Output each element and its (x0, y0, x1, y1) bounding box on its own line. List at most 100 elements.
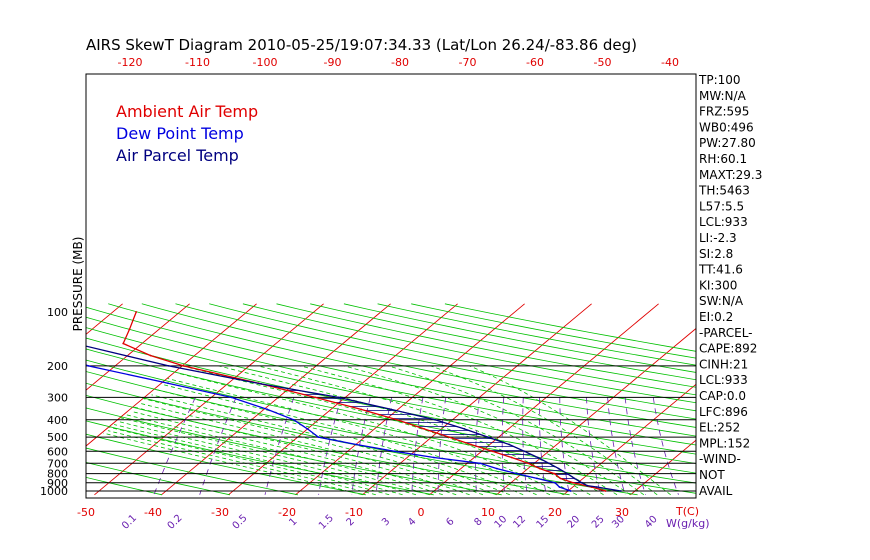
dry-adiabat-line (411, 303, 696, 359)
mixing-ratio-line (522, 397, 528, 495)
sounding-point (496, 467, 498, 470)
moist-adiabat-line (163, 384, 537, 496)
plot-area (28, 73, 697, 499)
index-entry: CAP:0.0 (699, 389, 746, 403)
index-entry: AVAIL (699, 484, 733, 498)
legend-ambient-temp: Ambient Air Temp (116, 102, 258, 121)
mixing-ratio-line (607, 397, 626, 495)
index-entry: LI:-2.3 (699, 231, 737, 245)
index-entry: EL:252 (699, 421, 740, 435)
index-entry: MW:N/A (699, 89, 747, 103)
moist-adiabat-line (178, 372, 564, 496)
index-entry: LCL:933 (699, 373, 748, 387)
pressure-tick-label: 800 (47, 468, 68, 481)
dry-adiabat-line (108, 303, 696, 428)
sounding-point (487, 436, 489, 438)
sounding-point (510, 456, 513, 459)
bottom-temp-tick-label: -50 (77, 506, 95, 519)
mixing-ratio-line (539, 397, 547, 495)
index-entry: CAPE:892 (699, 342, 757, 356)
top-temp-tick-label: -70 (459, 56, 477, 69)
mixing-ratio-label: 40 (643, 514, 660, 531)
index-entry: LCL:933 (699, 215, 748, 229)
moist-adiabat-line (119, 421, 417, 496)
w-unit-label: W(g/kg) (666, 517, 710, 530)
sounding-point (527, 462, 530, 465)
moist-adiabat-line (114, 424, 403, 496)
index-entry: MPL:152 (699, 436, 750, 450)
mixing-ratio-line (624, 397, 646, 495)
sounding-point (128, 328, 131, 331)
dry-adiabat-line (86, 407, 502, 496)
pressure-tick-label: 400 (47, 414, 68, 427)
sounding-point (292, 418, 295, 421)
mixing-ratio-line (652, 397, 679, 495)
sounding-point (566, 472, 569, 475)
index-entry: WB0:496 (699, 120, 754, 134)
mixing-ratio-label: 6 (444, 516, 456, 528)
moist-adiabat-line (167, 378, 551, 496)
sounding-point (74, 343, 76, 345)
cape-hatching (271, 386, 582, 483)
moist-adiabat-line (126, 414, 443, 496)
y-axis-label: PRESSURE (MB) (71, 237, 85, 332)
sounding-point (548, 462, 550, 465)
sounding-point (470, 443, 472, 446)
legend-dew-point: Dew Point Temp (116, 124, 244, 143)
pressure-tick-label: 300 (47, 391, 68, 404)
sounding-point (28, 328, 30, 330)
sounding-point (266, 408, 269, 411)
top-temp-tick-label: -60 (526, 56, 544, 69)
index-entry: FRZ:595 (699, 105, 749, 119)
top-temp-tick-label: -120 (118, 56, 143, 69)
index-entry: SW:N/A (699, 294, 744, 308)
sounding-point (434, 418, 436, 421)
moist-adiabat-lines (103, 365, 671, 496)
mixing-ratio-label: 25 (590, 514, 607, 531)
moist-adiabat-line (300, 365, 618, 496)
mixing-ratio-label: 3 (380, 516, 392, 528)
sounding-point (167, 365, 170, 367)
sounding-point (390, 408, 393, 411)
top-temp-tick-labels: -120 -110 -100 -90 -80 -70 -60 -50 -40 (118, 56, 679, 69)
chart-title: AIRS SkewT Diagram 2010-05-25/19:07:34.3… (86, 36, 637, 54)
dry-adiabat-line (209, 303, 696, 404)
sounding-point (396, 418, 398, 421)
moist-adiabat-line (182, 365, 578, 496)
plot-frame (85, 73, 697, 499)
mixing-ratio-label: 1.5 (317, 513, 336, 532)
sounding-series (28, 311, 622, 492)
pressure-tick-label: 200 (47, 360, 68, 373)
sounding-point (28, 311, 30, 313)
index-entry: RH:60.1 (699, 152, 747, 166)
index-entry: LFC:896 (699, 405, 748, 419)
sounding-point (87, 365, 90, 367)
bottom-temp-tick-label: 30 (615, 506, 629, 519)
sounding-point (167, 382, 169, 385)
pressure-tick-label: 600 (47, 445, 68, 458)
moist-adiabat-line (141, 403, 484, 496)
moist-adiabat-line (107, 430, 376, 496)
moist-adiabat-line (151, 394, 510, 496)
bottom-temp-tick-label: 20 (548, 506, 562, 519)
sounding-point (360, 408, 362, 411)
mixing-ratio-label: 12 (511, 514, 528, 531)
legend-air-parcel: Air Parcel Temp (116, 146, 239, 165)
sounding-point (569, 490, 572, 492)
t-unit-label: T(C) (675, 505, 699, 518)
mixing-ratio-line (586, 397, 601, 495)
moist-adiabat-line (469, 365, 671, 496)
bottom-temp-tick-label: -40 (144, 506, 162, 519)
sounding-point (620, 490, 622, 492)
sounding-point (433, 456, 435, 459)
mixing-ratio-line (437, 397, 447, 495)
dry-adiabat-line (86, 371, 696, 494)
sounding-point (573, 477, 576, 480)
sounding-point (523, 450, 526, 453)
index-entry: -PARCEL- (699, 326, 753, 340)
index-entry: -WIND- (699, 452, 741, 466)
bottom-temp-tick-label: 0 (418, 506, 425, 519)
index-entry: TT:41.6 (698, 263, 743, 277)
